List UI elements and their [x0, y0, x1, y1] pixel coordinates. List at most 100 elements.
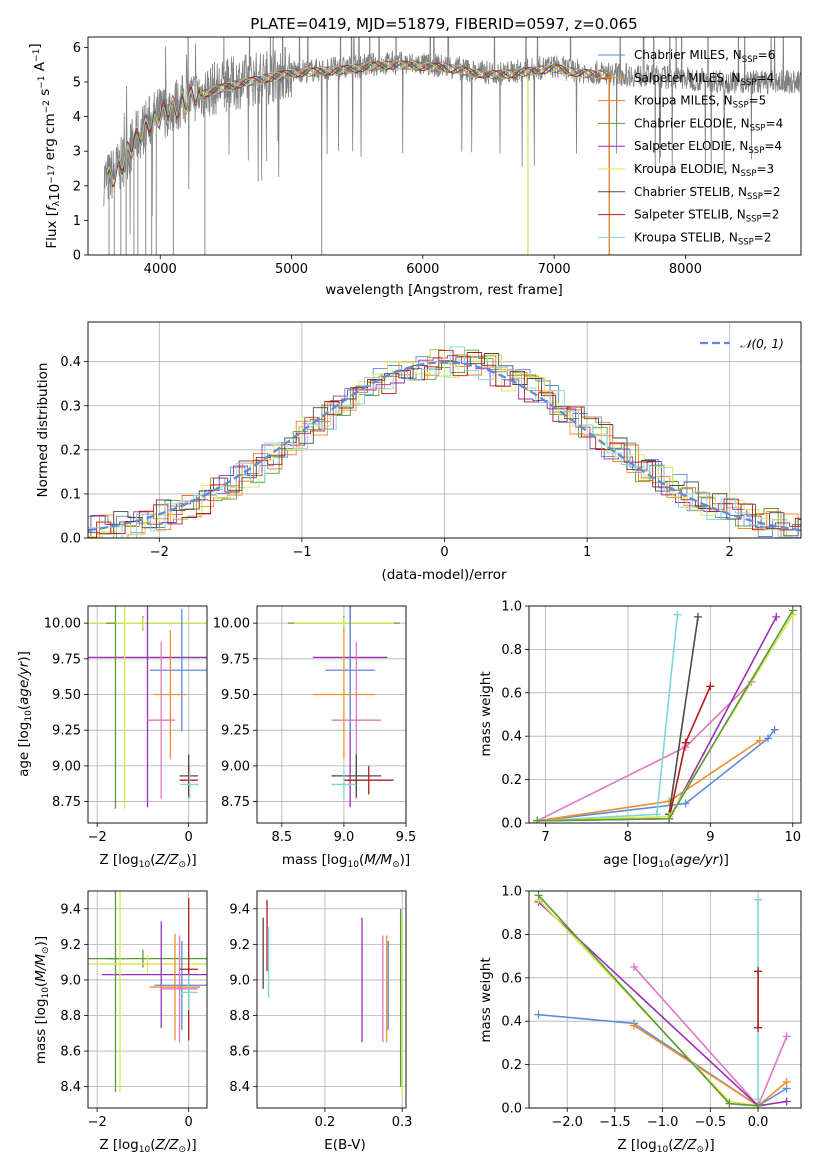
- y-tick-label: 9.00: [221, 759, 250, 774]
- y-tick-label: 8.8: [60, 1009, 81, 1024]
- y-tick-label: 0.0: [60, 532, 81, 547]
- x-tick-label: 8: [624, 830, 632, 845]
- histogram-salpeter_miles: [88, 356, 801, 538]
- y-tick-label: 8.75: [52, 795, 81, 810]
- data-point-marker: [782, 1032, 791, 1041]
- y-tick-label: 0: [73, 249, 81, 264]
- data-point-marker: [755, 736, 764, 745]
- legend-label-salpeter_elodie: Salpeter ELODIE, NSSP=4: [634, 139, 782, 156]
- x-axis-label-spectrum: wavelength [Angstrom, rest frame]: [325, 282, 563, 298]
- axes-frame: [528, 890, 802, 1109]
- panel-mwZ: −2.0 −1.5 −1.0 −0.5 0.0 0.0 0.2 0.4 0.6 0.8 1.0: [501, 885, 802, 1130]
- y-tick-label: 9.0: [60, 973, 81, 988]
- data-point-marker: [772, 612, 781, 621]
- y-axis-label-mass: mass [log10(M/M⊙)]: [33, 936, 51, 1064]
- data-point-marker: [681, 738, 690, 747]
- y-axis-label-mass-weight-Z: mass weight: [478, 957, 494, 1042]
- histogram-kroupa_stelib: [88, 346, 801, 538]
- data-point-marker: [782, 1077, 791, 1086]
- series-line-kroupa_stelib: [537, 614, 679, 822]
- data-point-marker: [706, 682, 715, 691]
- axes-frame: [87, 890, 208, 1109]
- y-tick-label: 0.3: [60, 399, 81, 414]
- model-line-salpeter_elodie: [107, 60, 610, 180]
- y-tick-label: 1.0: [501, 885, 522, 900]
- y-axis-label-mass-weight-age: mass weight: [478, 671, 494, 756]
- series-line-chabrier_elodie: [537, 609, 794, 822]
- x-tick-label: 9.0: [334, 830, 355, 845]
- plot-area-mwAge: [533, 606, 797, 823]
- series-line-chabrier_miles: [537, 729, 776, 822]
- x-axis-label-mass-weight-vs-Z: Z [log10(Z/Z⊙)]: [617, 1137, 714, 1155]
- y-tick-label: 10.00: [213, 617, 250, 632]
- axes-frame: [256, 890, 407, 1109]
- histogram-salpeter_stelib: [88, 349, 801, 538]
- x-tick-label: 8000: [669, 262, 702, 277]
- x-axis-label-mass-weight-vs-age: age [log10(age/yr)]: [603, 852, 729, 870]
- data-point-marker: [533, 816, 542, 823]
- plot-area-residuals: [88, 346, 801, 538]
- x-tick-label: 0: [185, 1115, 193, 1130]
- y-tick-label: 9.50: [221, 688, 250, 703]
- y-tick-label: 9.4: [229, 902, 250, 917]
- x-tick-label: 0.2: [315, 1115, 336, 1130]
- histogram-kroupa_elodie: [88, 349, 801, 538]
- series-line-chabrier_stelib: [668, 616, 699, 815]
- x-tick-label: −2: [88, 1115, 107, 1130]
- y-tick-label: 9.75: [52, 652, 81, 667]
- x-tick-label: 4000: [144, 262, 177, 277]
- y-tick-label: 0.6: [501, 686, 522, 701]
- plot-area-mwZ: [534, 891, 791, 1108]
- y-tick-label: 1: [73, 214, 81, 229]
- y-tick-label: 8.4: [60, 1080, 81, 1095]
- panel-ageZ: −2 0 8.75 9.00 9.25 9.50 9.75 10.00: [44, 605, 208, 845]
- y-tick-label: 3: [73, 145, 81, 160]
- x-tick-label: 9.5: [396, 830, 417, 845]
- model-line-salpeter_stelib: [107, 60, 610, 188]
- y-tick-label: 9.25: [52, 724, 81, 739]
- axes-frame: [87, 321, 802, 539]
- x-axis-label-residuals: (data-model)/error: [381, 567, 507, 583]
- plot-area-massE: [262, 899, 403, 1096]
- y-tick-label: 0.0: [501, 817, 522, 832]
- x-axis-label-age-vs-Z: Z [log10(Z/Z⊙)]: [99, 852, 196, 870]
- legend-label-chabrier_elodie: Chabrier ELODIE, NSSP=4: [634, 116, 783, 133]
- model-line-kroupa_stelib: [107, 60, 609, 186]
- legend-label-chabrier_miles: Chabrier MILES, NSSP=6: [634, 48, 775, 65]
- data-point-marker: [754, 895, 763, 904]
- y-tick-label: 4: [73, 110, 81, 125]
- x-tick-label: 6000: [406, 262, 439, 277]
- y-tick-label: 9.00: [52, 759, 81, 774]
- y-tick-label: 0.8: [501, 928, 522, 943]
- y-tick-label: 2: [73, 179, 81, 194]
- y-tick-label: 9.4: [60, 902, 81, 917]
- x-tick-label: 0: [185, 830, 193, 845]
- x-tick-label: 8.5: [271, 830, 292, 845]
- x-axis-label-mass-vs-Z: Z [log10(Z/Z⊙)]: [99, 1137, 196, 1155]
- axes-frame: [528, 605, 802, 824]
- plot-area-massZ: [88, 891, 207, 1092]
- y-tick-label: 9.75: [221, 652, 250, 667]
- panel-ageM: 8.5 9.0 9.5 8.75 9.00 9.25 9.50 9.75 10.00: [213, 605, 417, 845]
- y-tick-label: 9.2: [229, 938, 250, 953]
- data-point-marker: [681, 799, 690, 808]
- y-axis-label-age: age [log10(age/yr)]: [16, 651, 34, 777]
- legend-label-kroupa_stelib: Kroupa STELIB, NSSP=2: [634, 230, 772, 247]
- normal-distribution-curve: [88, 360, 801, 532]
- legend-label-chabrier_stelib: Chabrier STELIB, NSSP=2: [634, 185, 781, 202]
- x-tick-label: 0: [440, 545, 448, 560]
- series-line-pink: [536, 681, 753, 822]
- axes-frame: [87, 605, 208, 824]
- legend-label-normal: 𝒩(0, 1): [740, 337, 784, 351]
- x-tick-label: −2.0: [551, 1115, 583, 1130]
- y-tick-label: 5: [73, 75, 81, 90]
- panel-spectrum: 4000 5000 6000 7000 8000 0 1 2 3 4 5 6: [73, 36, 802, 277]
- panel-massZ: −2 0 8.4 8.6 8.8 9.0 9.2 9.4: [60, 890, 208, 1130]
- histogram-chabrier_elodie: [88, 349, 801, 531]
- y-axis-label-residuals: Normed distribution: [35, 363, 51, 498]
- y-tick-label: 0.4: [60, 355, 81, 370]
- series-line-kroupa_elodie: [537, 614, 794, 822]
- x-tick-label: 10: [784, 830, 801, 845]
- axes-frame: [256, 605, 407, 824]
